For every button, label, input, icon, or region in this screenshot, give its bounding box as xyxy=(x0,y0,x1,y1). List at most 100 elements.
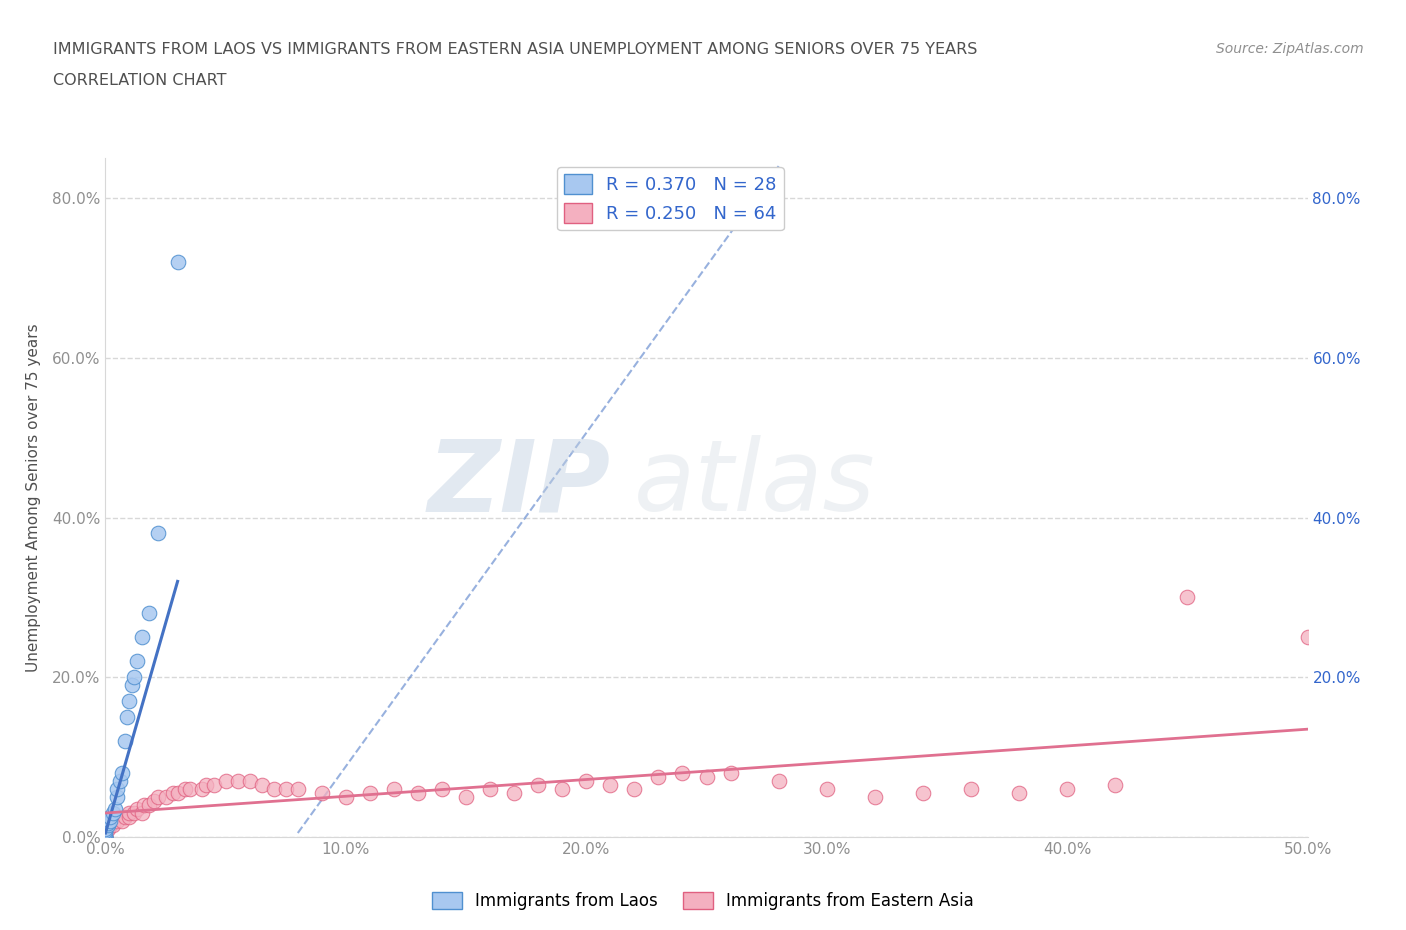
Point xyxy=(98,810,121,825)
Legend: Immigrants from Laos, Immigrants from Eastern Asia: Immigrants from Laos, Immigrants from Ea… xyxy=(425,885,981,917)
Point xyxy=(138,606,160,621)
Point xyxy=(155,790,177,804)
Point xyxy=(162,786,184,801)
Point xyxy=(335,790,357,804)
Point xyxy=(125,654,148,669)
Text: atlas: atlas xyxy=(634,435,876,533)
Point xyxy=(98,814,121,829)
Text: Source: ZipAtlas.com: Source: ZipAtlas.com xyxy=(1216,42,1364,56)
Text: ZIP: ZIP xyxy=(427,435,610,533)
Point xyxy=(311,786,333,801)
Point xyxy=(575,774,598,789)
Point xyxy=(101,817,124,832)
Point xyxy=(1296,630,1319,644)
Point xyxy=(1104,777,1126,792)
Point xyxy=(131,805,153,820)
Point xyxy=(1056,781,1078,796)
Point xyxy=(107,781,129,796)
Point xyxy=(382,781,405,796)
Point xyxy=(166,255,188,270)
Point xyxy=(768,774,790,789)
Point xyxy=(94,817,117,832)
Y-axis label: Unemployment Among Seniors over 75 years: Unemployment Among Seniors over 75 years xyxy=(25,324,41,671)
Point xyxy=(115,710,138,724)
Point xyxy=(406,786,429,801)
Point xyxy=(94,830,117,844)
Point xyxy=(696,770,718,785)
Point xyxy=(599,777,621,792)
Point xyxy=(94,827,117,842)
Point xyxy=(173,781,195,796)
Point xyxy=(1175,590,1198,604)
Point xyxy=(250,777,273,792)
Point xyxy=(111,814,134,829)
Point xyxy=(101,805,124,820)
Point xyxy=(142,793,165,808)
Point xyxy=(118,694,141,709)
Point xyxy=(720,765,742,780)
Point xyxy=(124,805,146,820)
Point xyxy=(118,805,141,820)
Point xyxy=(527,777,550,792)
Point xyxy=(214,774,236,789)
Point xyxy=(263,781,285,796)
Point xyxy=(107,814,129,829)
Point xyxy=(94,821,117,836)
Point xyxy=(94,826,117,841)
Point xyxy=(97,821,120,836)
Point xyxy=(108,774,131,789)
Point xyxy=(226,774,249,789)
Point xyxy=(94,830,117,844)
Point xyxy=(94,830,117,844)
Point xyxy=(124,670,146,684)
Point xyxy=(179,781,201,796)
Point xyxy=(623,781,645,796)
Point xyxy=(107,790,129,804)
Point xyxy=(274,781,297,796)
Point xyxy=(98,817,121,832)
Legend: R = 0.370   N = 28, R = 0.250   N = 64: R = 0.370 N = 28, R = 0.250 N = 64 xyxy=(557,167,783,231)
Point xyxy=(815,781,838,796)
Point xyxy=(647,770,669,785)
Point xyxy=(911,786,934,801)
Point xyxy=(148,526,170,541)
Point xyxy=(1008,786,1031,801)
Point xyxy=(454,790,477,804)
Point xyxy=(359,786,381,801)
Point xyxy=(94,826,117,841)
Point xyxy=(94,824,117,839)
Point xyxy=(97,817,120,832)
Point xyxy=(121,678,143,693)
Point xyxy=(125,802,148,817)
Point xyxy=(430,781,453,796)
Point xyxy=(111,765,134,780)
Point xyxy=(97,816,120,830)
Point xyxy=(94,830,117,844)
Point xyxy=(138,798,160,813)
Point xyxy=(131,630,153,644)
Point xyxy=(960,781,983,796)
Text: CORRELATION CHART: CORRELATION CHART xyxy=(53,73,226,87)
Point xyxy=(195,777,218,792)
Point xyxy=(166,786,188,801)
Point xyxy=(479,781,502,796)
Point xyxy=(132,798,155,813)
Point xyxy=(94,830,117,844)
Text: IMMIGRANTS FROM LAOS VS IMMIGRANTS FROM EASTERN ASIA UNEMPLOYMENT AMONG SENIORS : IMMIGRANTS FROM LAOS VS IMMIGRANTS FROM … xyxy=(53,42,977,57)
Point xyxy=(551,781,574,796)
Point xyxy=(94,824,117,839)
Point xyxy=(503,786,526,801)
Point xyxy=(118,810,141,825)
Point xyxy=(287,781,309,796)
Point xyxy=(94,830,117,844)
Point xyxy=(114,734,136,749)
Point xyxy=(94,830,117,844)
Point xyxy=(148,790,170,804)
Point xyxy=(863,790,886,804)
Point xyxy=(114,810,136,825)
Point xyxy=(239,774,262,789)
Point xyxy=(202,777,225,792)
Point xyxy=(190,781,212,796)
Point xyxy=(671,765,693,780)
Point xyxy=(104,802,127,817)
